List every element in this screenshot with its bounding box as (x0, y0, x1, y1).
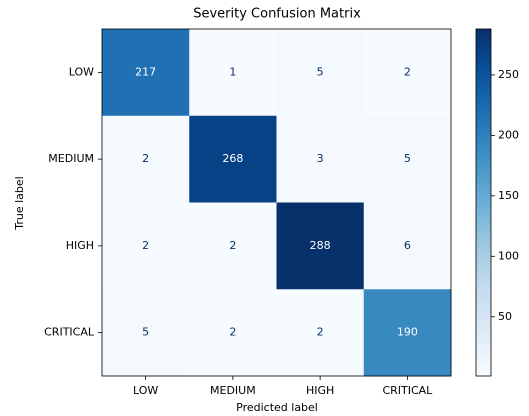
cell-label: 2 (142, 152, 149, 165)
cell-label: 217 (135, 65, 156, 78)
cell-label: 3 (317, 152, 324, 165)
cell-label: 288 (310, 239, 331, 252)
cell (102, 289, 190, 377)
cell (276, 289, 365, 377)
cell-label: 2 (404, 65, 411, 78)
colorbar-tick-label: 200 (498, 128, 519, 141)
cell (276, 29, 365, 117)
y-tick-label: HIGH (66, 239, 94, 252)
cell-label: 6 (404, 239, 411, 252)
cell (276, 115, 365, 203)
cell-label: 1 (229, 65, 236, 78)
cell (276, 202, 365, 290)
cell-label: 2 (229, 326, 236, 339)
cell (189, 115, 277, 203)
colorbar-tick-label: 150 (498, 189, 519, 202)
cell-label: 2 (317, 326, 324, 339)
cell-label: 5 (404, 152, 411, 165)
cell (363, 29, 452, 117)
cell (102, 29, 190, 117)
colorbar-tick-label: 50 (498, 310, 512, 323)
y-tick-label: LOW (69, 65, 94, 78)
colorbar-tick-label: 100 (498, 249, 519, 262)
y-tick-label: MEDIUM (48, 152, 94, 165)
x-tick-label: CRITICAL (382, 384, 433, 397)
cell-label: 2 (229, 239, 236, 252)
cell (363, 289, 452, 377)
cell-label: 268 (222, 152, 243, 165)
cell-label: 5 (142, 326, 149, 339)
cell (363, 115, 452, 203)
cell (189, 289, 277, 377)
y-axis-label: True label (13, 176, 26, 230)
chart-title: Severity Confusion Matrix (193, 7, 361, 22)
cell-label: 2 (142, 239, 149, 252)
cell (102, 202, 190, 290)
x-axis-label: Predicted label (236, 401, 318, 414)
plot-frame (101, 28, 452, 377)
cell (189, 202, 277, 290)
cell (363, 202, 452, 290)
cell-label: 5 (317, 65, 324, 78)
x-tick-label: MEDIUM (210, 384, 256, 397)
x-tick-label: LOW (133, 384, 158, 397)
x-tick-label: HIGH (306, 384, 334, 397)
cell (102, 115, 190, 203)
colorbar (475, 28, 492, 377)
cell (189, 29, 277, 117)
cell-label: 190 (397, 326, 418, 339)
colorbar-tick-label: 250 (498, 68, 519, 81)
y-tick-label: CRITICAL (44, 326, 95, 339)
